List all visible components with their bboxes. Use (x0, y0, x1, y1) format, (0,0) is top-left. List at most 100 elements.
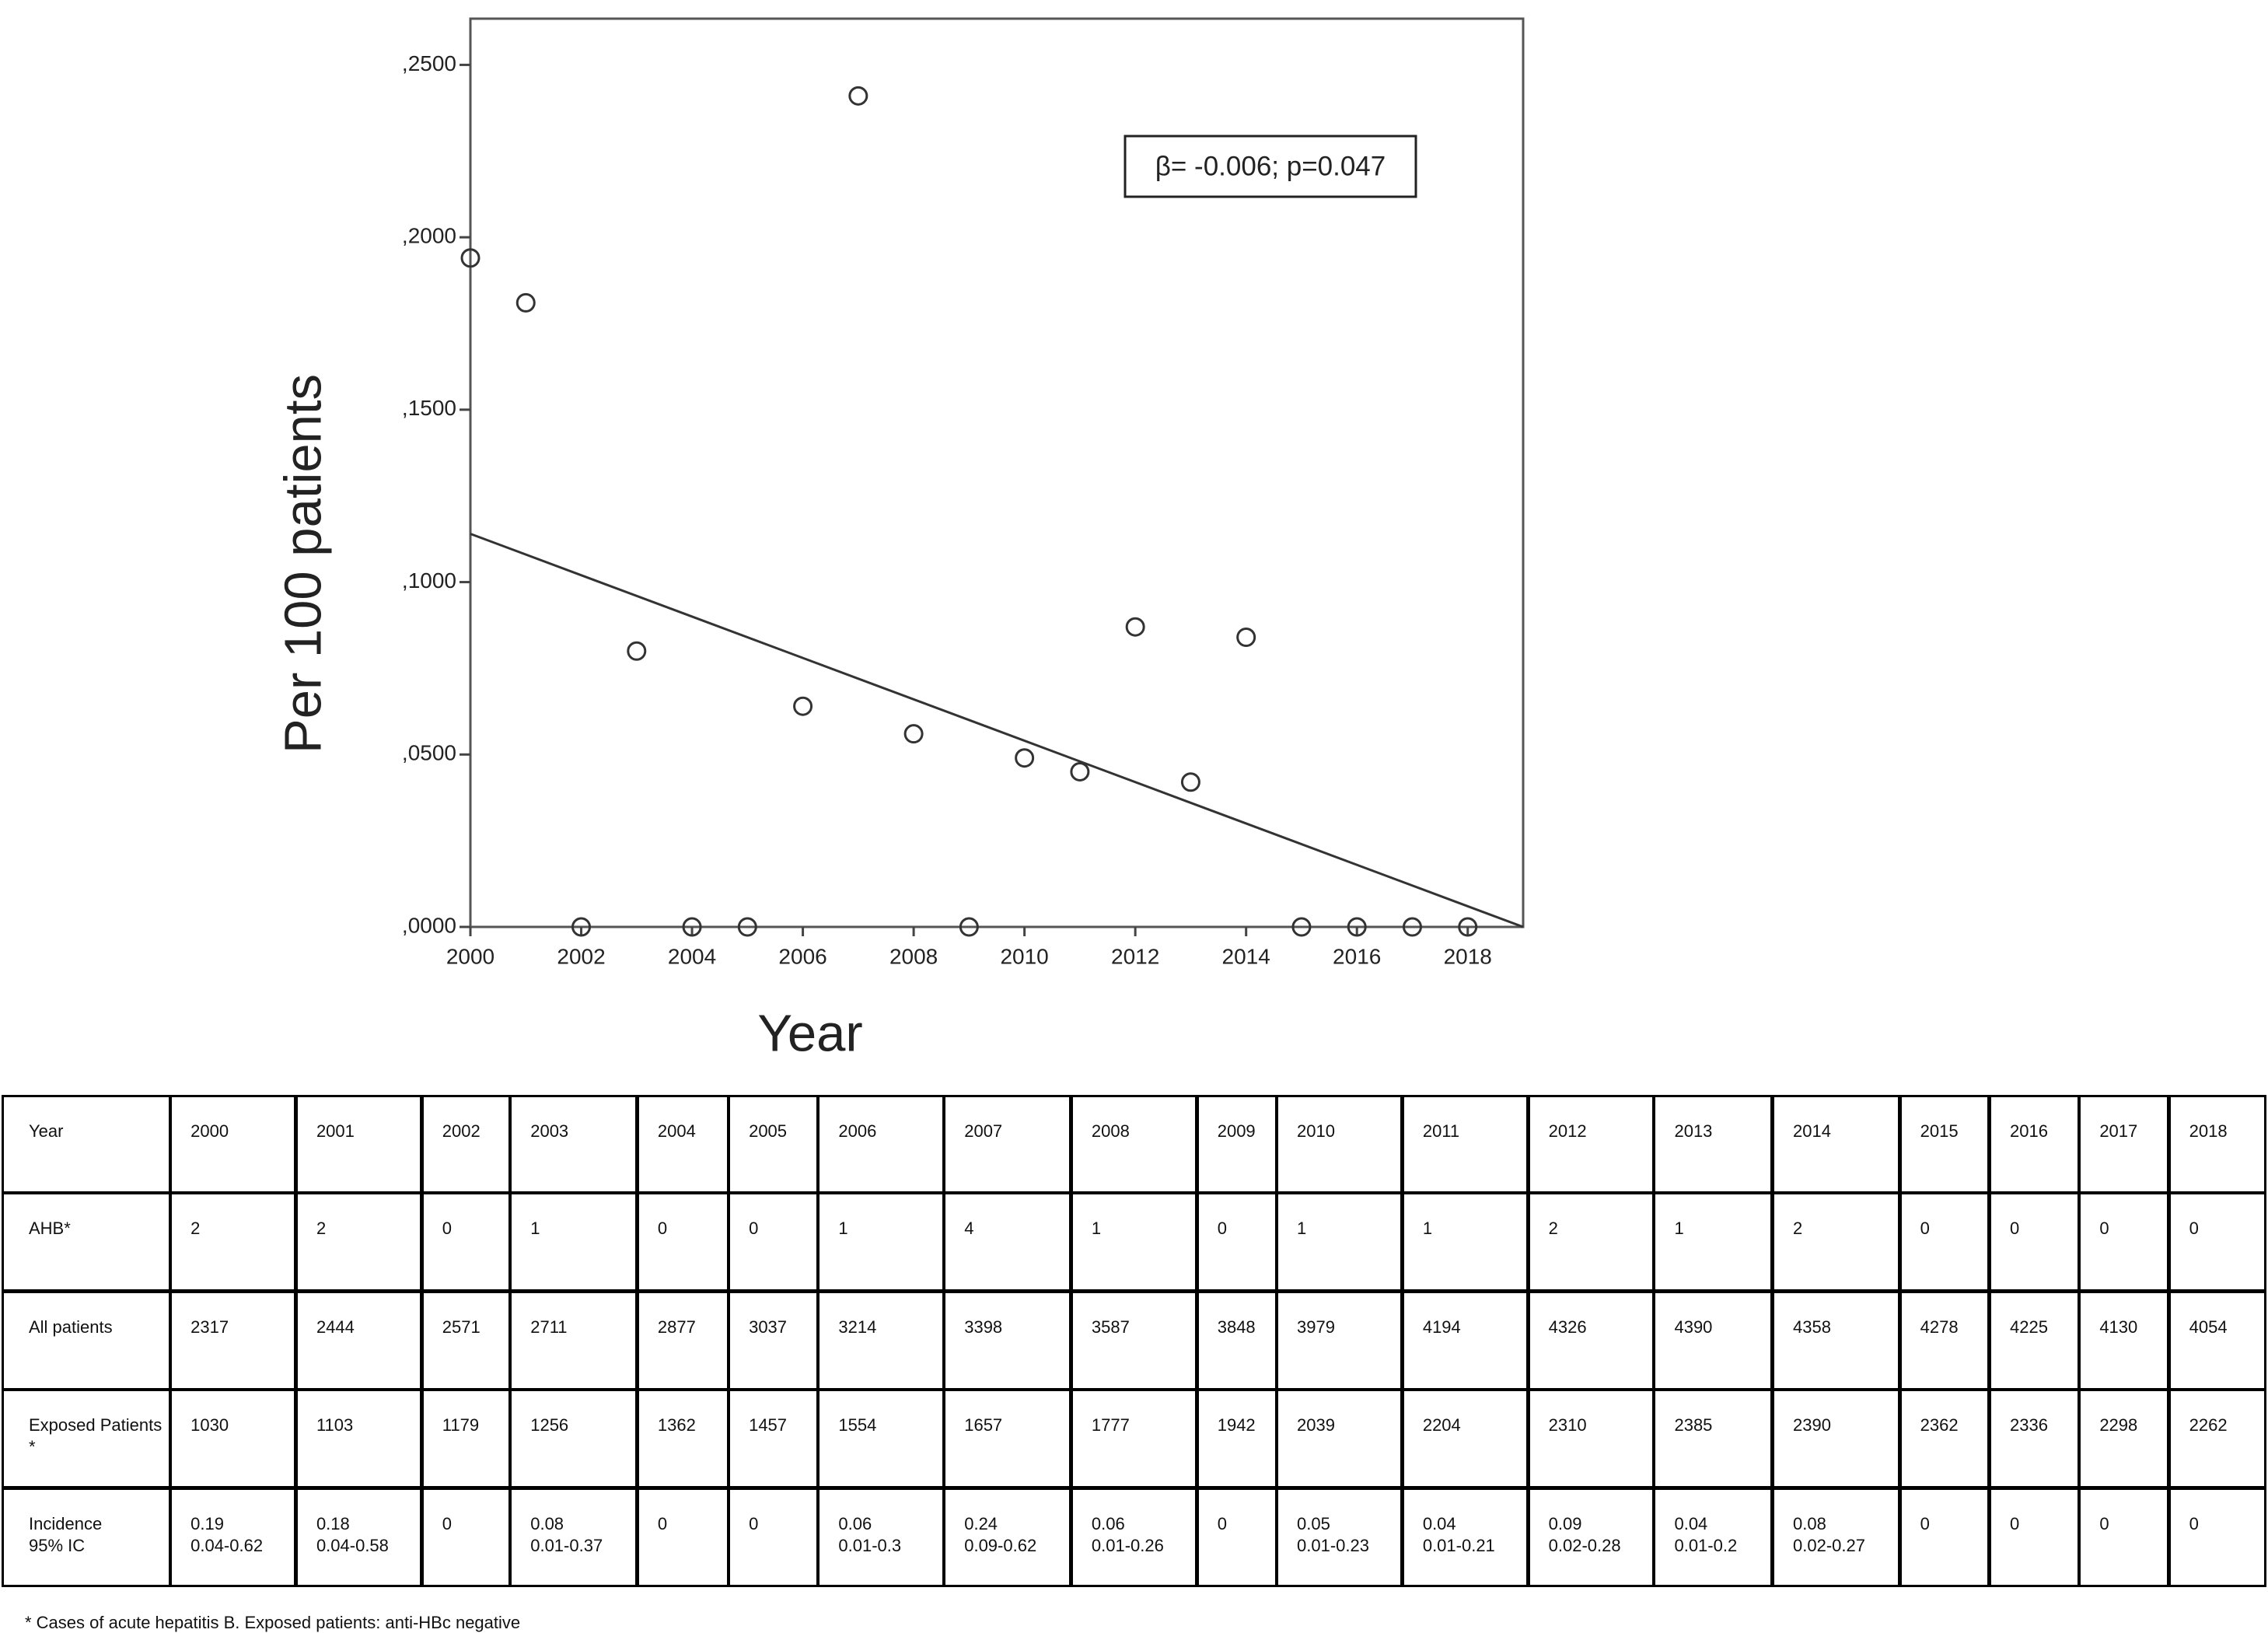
point (1291, 917, 1312, 937)
trend-line (470, 533, 1524, 928)
table-cell: 4278 (1899, 1290, 1990, 1390)
point (1015, 748, 1035, 768)
table-cell: 2011 (1401, 1095, 1529, 1194)
x-tick-label: 2018 (1444, 944, 1492, 968)
table-cell: 2003 (509, 1095, 638, 1194)
table-cell: 2317 (169, 1290, 297, 1390)
annotation: β= -0.006; p=0.047 (1155, 151, 1386, 181)
table-cell: 0.24 0.09-0.62 (943, 1487, 1072, 1587)
x-tick-label: 2008 (889, 944, 938, 968)
table-cell: Exposed Patients * (2, 1389, 171, 1488)
table-cell: 2310 (1527, 1389, 1655, 1488)
table-cell: 4358 (1772, 1290, 1901, 1390)
table-cell: 3398 (943, 1290, 1072, 1390)
table-cell: 2 (295, 1192, 423, 1292)
table-cell: 0 (728, 1192, 819, 1292)
point (1236, 628, 1256, 648)
y-tick-label: ,2000 (402, 224, 456, 248)
table-cell: 2877 (636, 1290, 729, 1390)
y-tick-label: ,2500 (402, 51, 456, 75)
table-cell: All patients (2, 1290, 171, 1390)
table-cell: 0.08 0.02-0.27 (1772, 1487, 1901, 1587)
table-cell: 2016 (1989, 1095, 2080, 1194)
table-cell: 0 (2078, 1487, 2170, 1587)
table-cell: 2012 (1527, 1095, 1655, 1194)
table-cell: 0 (728, 1487, 819, 1587)
table-cell: 0.09 0.02-0.28 (1527, 1487, 1655, 1587)
table-cell: 2007 (943, 1095, 1072, 1194)
table-cell: 3037 (728, 1290, 819, 1390)
x-tick-label: 2014 (1222, 944, 1270, 968)
table-cell: 1 (817, 1192, 945, 1292)
table-cell: 1554 (817, 1389, 945, 1488)
point (1125, 617, 1145, 637)
table-cell: 2 (1772, 1192, 1901, 1292)
table-cell: 0 (1989, 1487, 2080, 1587)
table-cell: 4326 (1527, 1290, 1655, 1390)
table-cell: 2018 (2168, 1095, 2266, 1194)
y-tick-label: ,0500 (402, 741, 456, 765)
x-tick-label: 2000 (446, 944, 494, 968)
table-cell: 1942 (1196, 1389, 1277, 1488)
y-tick-label: ,1000 (402, 568, 456, 593)
table-cell: 1777 (1070, 1389, 1198, 1488)
table-cell: 1 (1653, 1192, 1774, 1292)
table-cell: 2262 (2168, 1389, 2266, 1488)
table-cell: 4054 (2168, 1290, 2266, 1390)
annotation-box (1124, 135, 1417, 198)
point (1070, 761, 1090, 782)
table-cell: 3214 (817, 1290, 945, 1390)
table-cell: 2711 (509, 1290, 638, 1390)
plot-frame (469, 17, 1525, 928)
table-cell: 4 (943, 1192, 1072, 1292)
table-cell: 0 (1196, 1192, 1277, 1292)
point (793, 696, 813, 716)
table-cell: 2001 (295, 1095, 423, 1194)
table-cell: 2014 (1772, 1095, 1901, 1194)
x-tick-label: 2010 (1000, 944, 1048, 968)
table-cell: 3587 (1070, 1290, 1198, 1390)
point (571, 917, 592, 937)
table-cell: 1179 (421, 1389, 511, 1488)
table-cell: 2385 (1653, 1389, 1774, 1488)
table-cell: 2006 (817, 1095, 945, 1194)
table-cell: 4225 (1989, 1290, 2080, 1390)
x-tick-label: 2012 (1111, 944, 1159, 968)
table-cell: 0 (2078, 1192, 2170, 1292)
point (1347, 917, 1367, 937)
table-cell: 2362 (1899, 1389, 1990, 1488)
table-cell: 1 (1276, 1192, 1403, 1292)
table-cell: 4390 (1653, 1290, 1774, 1390)
table-cell: 0.08 0.01-0.37 (509, 1487, 638, 1587)
table-cell: 3848 (1196, 1290, 1277, 1390)
point (1180, 772, 1200, 792)
table-cell: 0.05 0.01-0.23 (1276, 1487, 1403, 1587)
table-cell: 2009 (1196, 1095, 1277, 1194)
table-cell: 0 (636, 1192, 729, 1292)
table-cell: 2000 (169, 1095, 297, 1194)
point (460, 248, 481, 268)
table-cell: 2039 (1276, 1389, 1403, 1488)
x-axis-label: Year (757, 1005, 862, 1063)
table-cell: Incidence 95% IC (2, 1487, 171, 1587)
table-cell: 4194 (1401, 1290, 1529, 1390)
table-cell: 0.06 0.01-0.26 (1070, 1487, 1198, 1587)
table-cell: 1657 (943, 1389, 1072, 1488)
table-cell: 1457 (728, 1389, 819, 1488)
table-cell: 1 (1401, 1192, 1529, 1292)
table-cell: 2298 (2078, 1389, 2170, 1488)
table-cell: 0 (1899, 1192, 1990, 1292)
y-axis-label: Per 100 patients (274, 374, 333, 754)
point (848, 86, 868, 106)
table-cell: 1362 (636, 1389, 729, 1488)
table-cell: 2008 (1070, 1095, 1198, 1194)
table-cell: 1 (1070, 1192, 1198, 1292)
table-cell: 1103 (295, 1389, 423, 1488)
table-cell: 2005 (728, 1095, 819, 1194)
table-cell: 0 (2168, 1487, 2266, 1587)
table-cell: 0 (2168, 1192, 2266, 1292)
x-tick-label: 2016 (1333, 944, 1381, 968)
table-cell: 2571 (421, 1290, 511, 1390)
y-tick-label: ,0000 (402, 913, 456, 937)
